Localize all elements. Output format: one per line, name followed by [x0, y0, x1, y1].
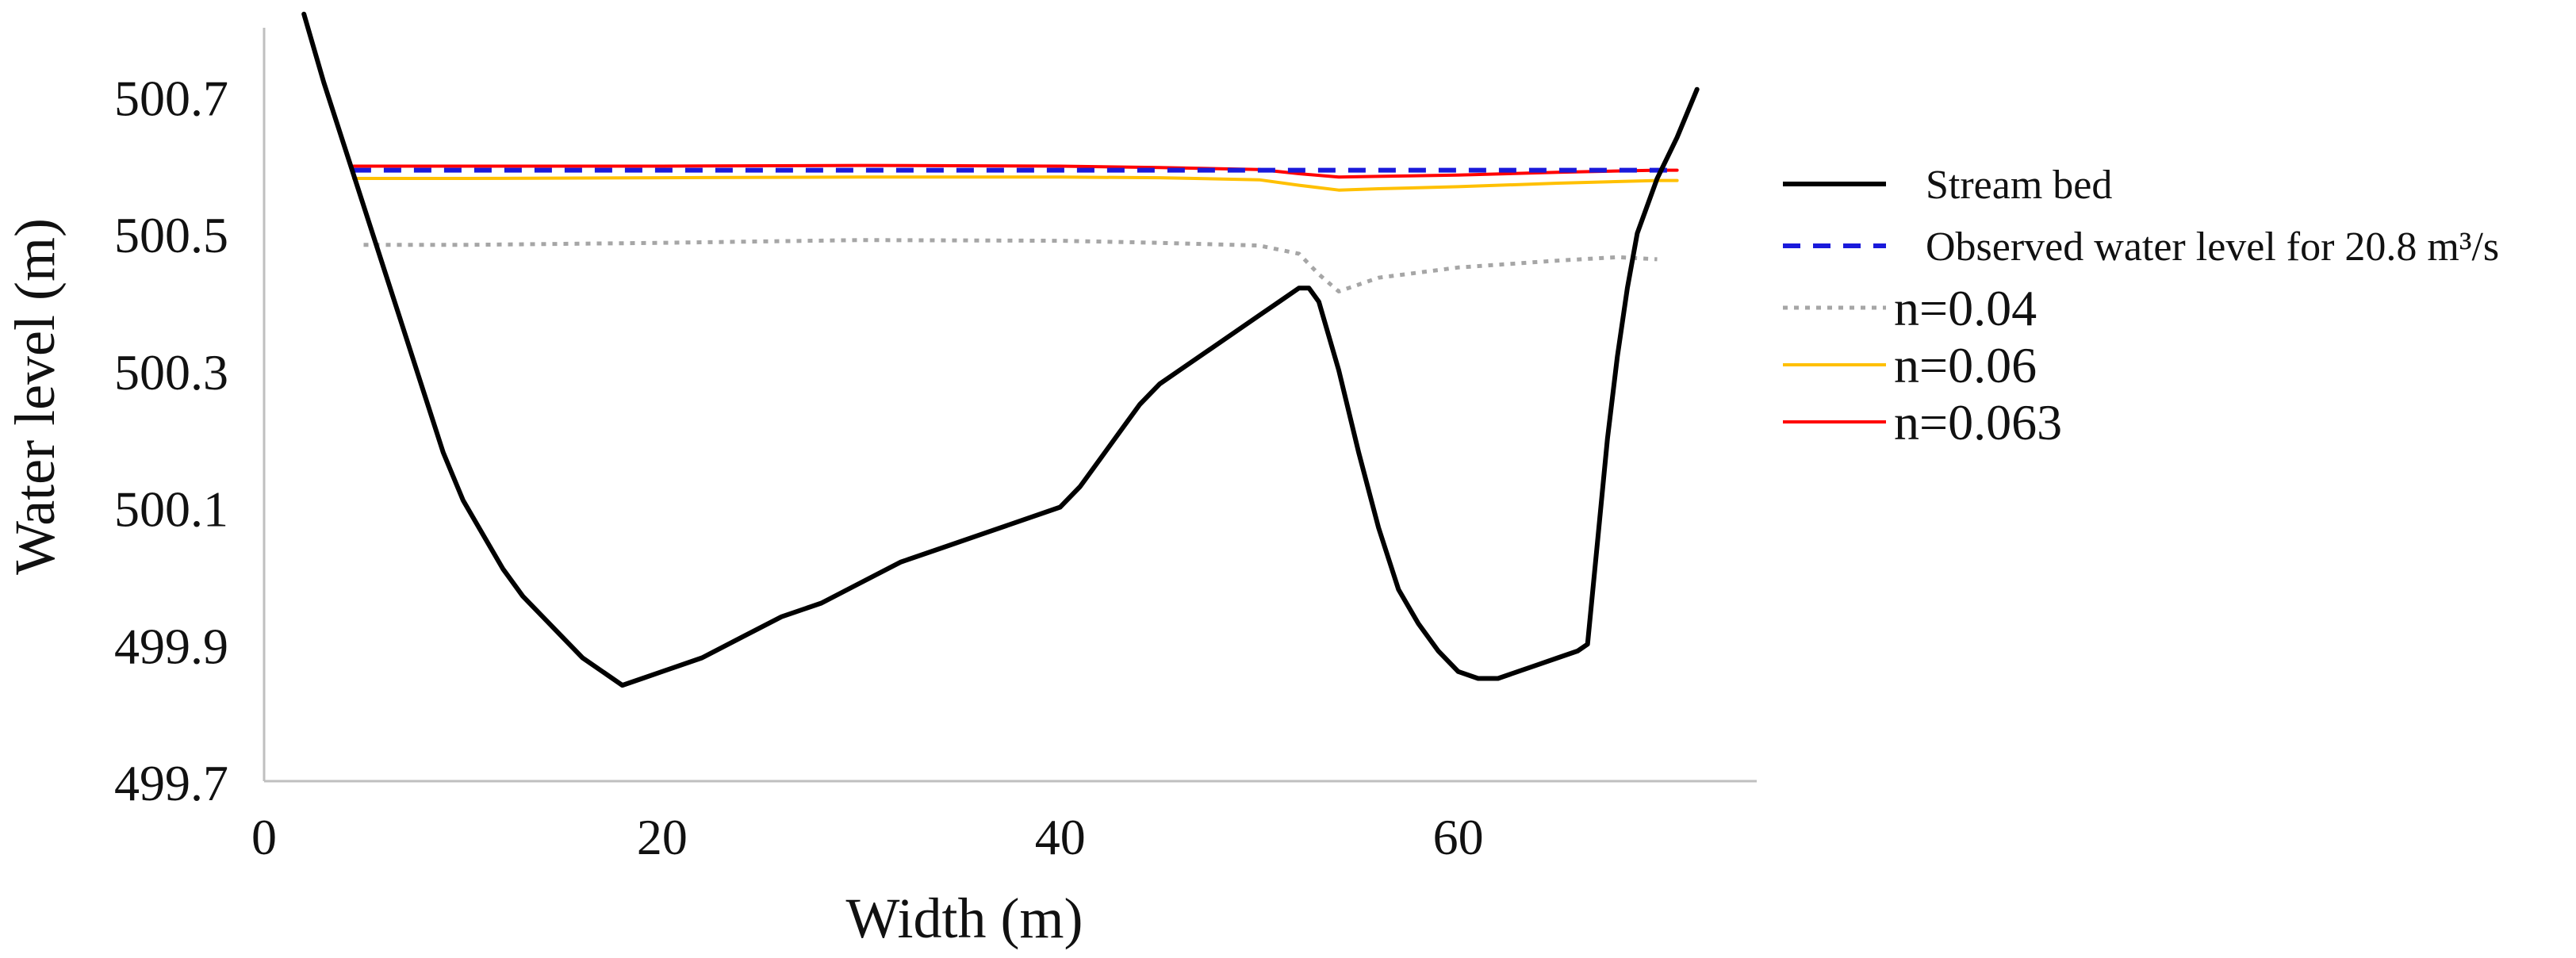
x-tick-label: 0 [251, 809, 277, 865]
y-tick-label: 500.7 [114, 70, 228, 126]
x-tick-label: 20 [637, 809, 688, 865]
axes [263, 28, 1757, 783]
x-tick-label: 40 [1035, 809, 1086, 865]
y-tick-label: 500.5 [114, 207, 228, 263]
legend-label: Stream bed [1926, 163, 2112, 208]
legend-label: n=0.06 [1894, 337, 2037, 393]
series-line-4 [351, 163, 1679, 179]
y-axis-label: Water level (m) [3, 218, 67, 575]
legend-label: n=0.04 [1894, 280, 2037, 336]
x-tick-labels: 0 20 40 60 [251, 809, 1484, 865]
y-tick-label: 500.1 [114, 481, 228, 538]
x-tick-label: 60 [1433, 809, 1484, 865]
y-tick-labels: 499.7 499.9 500.1 500.3 500.5 500.7 [114, 70, 228, 811]
y-tick-label: 500.3 [114, 344, 228, 400]
y-tick-label: 499.7 [114, 755, 228, 811]
series-line-3 [351, 175, 1679, 192]
series [301, 11, 1700, 688]
legend-label: Observed water level for 20.8 m³/s [1926, 224, 2499, 270]
legend: Stream bed Observed water level for 20.8 … [1783, 163, 2499, 450]
series-line-2 [363, 238, 1658, 293]
legend-label: n=0.063 [1894, 394, 2062, 450]
y-tick-label: 499.9 [114, 618, 228, 674]
series-line-0 [301, 11, 1700, 688]
x-axis-label: Width (m) [845, 887, 1083, 950]
